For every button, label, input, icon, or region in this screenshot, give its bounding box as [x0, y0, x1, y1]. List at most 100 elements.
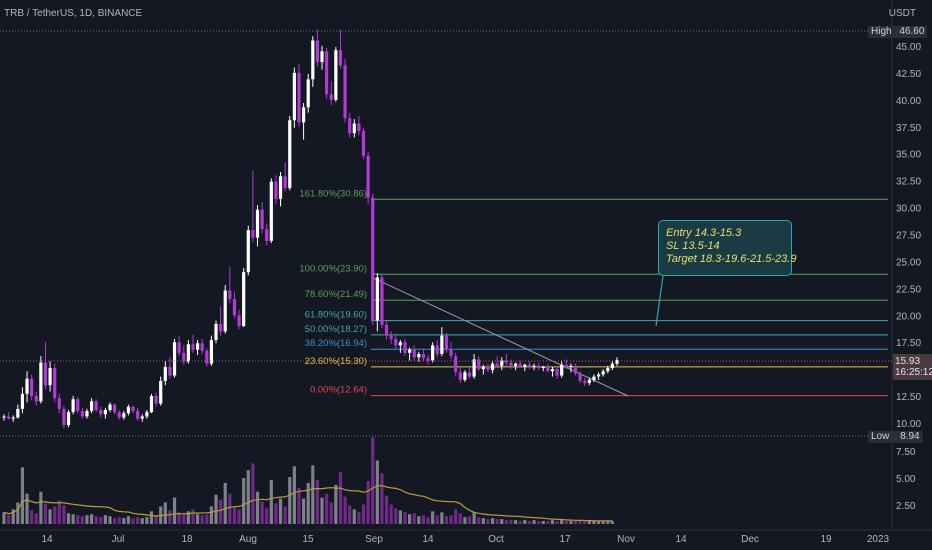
candle-body — [532, 365, 536, 367]
volume-bar — [122, 518, 126, 524]
last-price: 15.93 — [895, 356, 921, 367]
candle-body — [159, 380, 163, 404]
volume-bar — [311, 465, 315, 524]
target-text: Target 18.3-19.6-21.5-23.9 — [666, 253, 797, 265]
candle-body — [564, 364, 568, 367]
volume-bar — [348, 505, 352, 524]
volume-bar — [25, 493, 29, 524]
candle-body — [601, 371, 605, 375]
candle-body — [163, 366, 167, 381]
volume-bar — [389, 504, 393, 524]
candle-body — [48, 367, 52, 386]
volume-bar — [592, 521, 596, 524]
volume-bar — [334, 484, 338, 524]
fib-level-label: 161.80%(30.86) — [299, 188, 367, 199]
candle-body — [209, 339, 214, 364]
volume-bar — [292, 466, 296, 524]
volume-bar — [315, 480, 320, 524]
volume-bar — [338, 472, 343, 524]
low-tag: Low 8.94 — [868, 431, 923, 443]
volume-bar — [269, 480, 273, 524]
y-tick-label: 30.00 — [896, 204, 921, 215]
x-tick-label: Sep — [365, 534, 383, 545]
volume-bar — [550, 520, 555, 524]
y-tick-label: 37.50 — [896, 123, 921, 134]
candle-body — [126, 406, 131, 414]
candle-body — [472, 359, 476, 377]
volume-bar — [541, 521, 545, 524]
candle-body — [403, 342, 407, 353]
volume-bar — [500, 519, 504, 524]
fib-level-label: 61.80%(19.60) — [305, 310, 367, 321]
candle-body — [495, 363, 499, 366]
y-tick-label: 12.50 — [896, 392, 921, 403]
candle-body — [311, 40, 315, 80]
volume-bar — [43, 503, 48, 524]
candle-body — [458, 372, 462, 380]
candle-body — [136, 411, 140, 419]
candle-body — [315, 40, 320, 63]
candle-body — [352, 123, 356, 134]
candle-body — [76, 399, 80, 412]
candle-body — [182, 352, 186, 362]
candle-body — [444, 335, 449, 350]
candle-body — [449, 349, 453, 357]
volume-bar — [278, 498, 283, 524]
candle-body — [292, 72, 296, 121]
volume-bar — [301, 498, 306, 524]
volume-bar — [126, 516, 131, 524]
y-tick-label: 10.00 — [896, 419, 921, 430]
volume-bar — [228, 493, 232, 524]
volume-bar — [578, 521, 582, 524]
volume-bar — [205, 514, 209, 524]
candle-body — [269, 181, 273, 241]
candle-body — [200, 343, 204, 351]
volume-bar — [246, 470, 250, 524]
volume-bar — [407, 514, 412, 524]
volume-bar — [329, 502, 333, 524]
candle-body — [16, 408, 20, 418]
candle-body — [103, 409, 107, 415]
volume-bar — [375, 460, 379, 524]
volume-bar — [398, 510, 402, 524]
volume-bar — [255, 491, 260, 524]
volume-bar — [283, 506, 287, 524]
candle-body — [587, 379, 591, 384]
x-tick-label: 18 — [181, 534, 193, 545]
volume-bar — [232, 506, 237, 524]
volume-bar — [140, 518, 144, 524]
volume-bar — [357, 512, 361, 524]
candle-body — [255, 209, 260, 238]
volume-bar — [504, 520, 508, 524]
trend-line — [370, 276, 629, 397]
fib-level-label: 50.00%(18.27) — [305, 324, 367, 335]
candle-body — [80, 411, 84, 417]
volume-bar — [444, 516, 449, 524]
price-axis: 45.00 42.50 40.00 37.50 35.00 32.50 30.00 27.50… — [896, 42, 921, 512]
candle-body — [509, 362, 513, 366]
candle-body — [384, 324, 389, 336]
candle-body — [57, 398, 61, 409]
volume-bar — [66, 513, 71, 524]
last-price-tag: 15.93 16:25:12 — [893, 354, 932, 380]
candle-body — [412, 349, 416, 358]
candle-body — [195, 343, 200, 350]
candle-body — [228, 290, 232, 300]
volume-bar — [117, 517, 121, 524]
candle-body — [71, 399, 75, 413]
volume-bar — [2, 512, 6, 524]
callout-pointer — [655, 275, 664, 327]
volume-bar — [103, 515, 107, 524]
candle-body — [34, 395, 38, 402]
volume-bar — [366, 480, 370, 524]
candle-body — [541, 366, 545, 368]
volume-bar — [177, 512, 181, 524]
volume-bar — [163, 502, 167, 524]
volume-bar — [274, 503, 278, 524]
volume-bar — [306, 482, 310, 524]
candle-body — [66, 412, 71, 426]
volume-bar — [454, 509, 458, 524]
trade-callout[interactable]: Entry 14.3-15.3 SL 13.5-14 Target 18.3-1… — [658, 220, 797, 276]
entry-text: Entry 14.3-15.3 — [666, 227, 742, 239]
